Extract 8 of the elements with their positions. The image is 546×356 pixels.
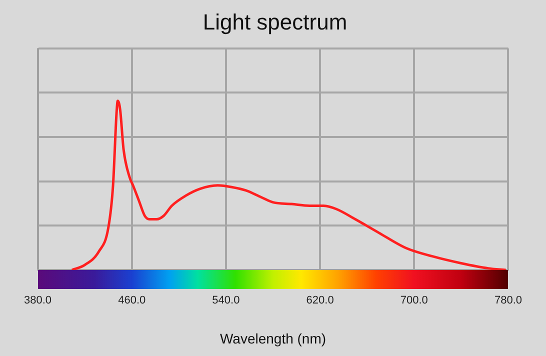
x-tick-label: 700.0 — [400, 294, 428, 307]
x-axis-title: Wavelength (nm) — [220, 330, 326, 346]
x-tick-label: 780.0 — [494, 294, 522, 307]
x-tick-label: 620.0 — [306, 294, 334, 307]
x-tick-label: 540.0 — [212, 294, 240, 307]
x-tick-label: 460.0 — [118, 294, 146, 307]
x-tick-label: 380.0 — [24, 294, 52, 307]
chart-title: Light spectrum — [202, 9, 348, 34]
